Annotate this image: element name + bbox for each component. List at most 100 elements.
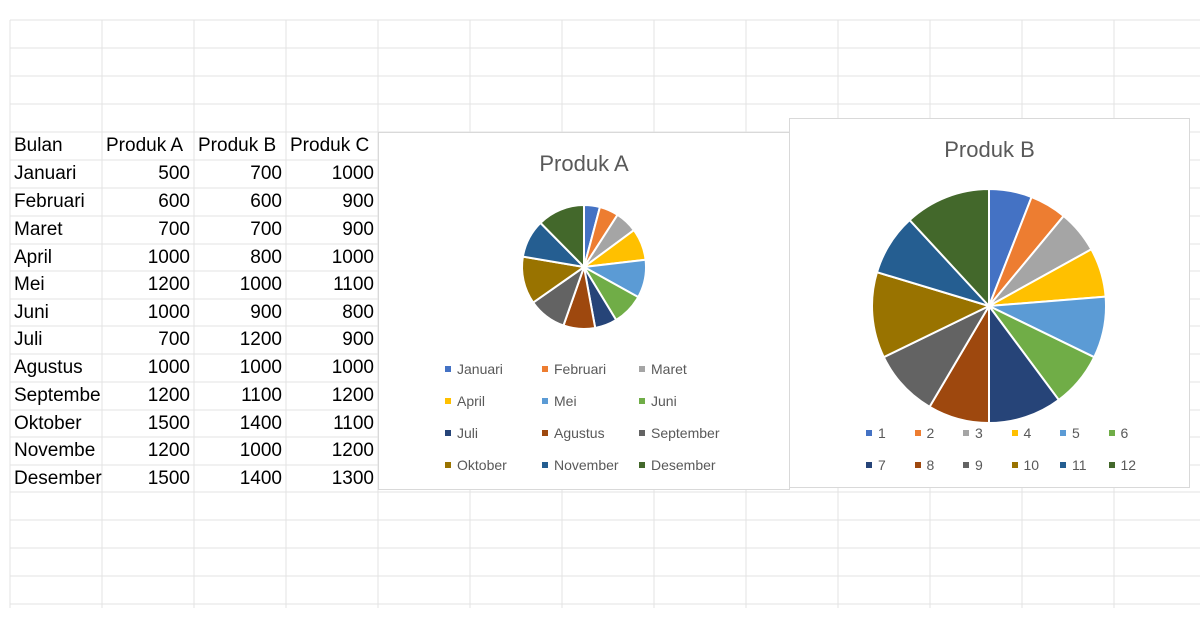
month-cell[interactable]: Januari	[14, 163, 77, 184]
value-cell[interactable]: 700	[250, 219, 282, 240]
legend-swatch	[866, 430, 872, 437]
legend-item[interactable]: Mei	[542, 393, 577, 409]
value-cell[interactable]: 1100	[241, 385, 282, 406]
legend-item[interactable]: 3	[963, 425, 983, 441]
legend-item[interactable]: September	[639, 425, 719, 441]
month-cell[interactable]: Maret	[14, 219, 63, 240]
month-cell[interactable]: Februari	[14, 191, 85, 212]
pie-chart	[871, 187, 1107, 425]
value-cell[interactable]: 1500	[147, 413, 190, 434]
value-cell[interactable]: 500	[158, 163, 190, 184]
value-cell[interactable]: 1400	[239, 413, 282, 434]
legend-item[interactable]: 9	[963, 457, 983, 473]
legend-item[interactable]: 12	[1108, 457, 1136, 473]
value-cell[interactable]: 1200	[147, 440, 190, 461]
value-cell[interactable]: 1400	[239, 468, 282, 489]
header-cell[interactable]: Produk B	[198, 135, 277, 156]
chart-produk-a[interactable]: Produk A Januari Februari Maret April Mei Jun…	[378, 132, 790, 490]
legend-item[interactable]: November	[542, 457, 619, 473]
header-cell[interactable]: Bulan	[14, 135, 63, 156]
value-cell[interactable]: 1200	[147, 274, 190, 295]
legend-item[interactable]: 5	[1060, 425, 1080, 441]
value-cell[interactable]: 1100	[333, 413, 374, 434]
month-cell[interactable]: Desember	[14, 468, 102, 489]
legend-item[interactable]: Februari	[542, 361, 606, 377]
legend-item[interactable]: Juli	[445, 425, 478, 441]
value-cell[interactable]: 1100	[333, 274, 374, 295]
value-cell[interactable]: 900	[250, 302, 282, 323]
month-cell[interactable]: Juli	[14, 329, 43, 350]
value-cell[interactable]: 700	[158, 329, 190, 350]
legend-item[interactable]: April	[445, 393, 485, 409]
legend-item[interactable]: 10	[1011, 457, 1039, 473]
legend-item[interactable]: Oktober	[445, 457, 507, 473]
month-cell[interactable]: Novembe	[14, 440, 96, 461]
value-cell[interactable]: 900	[342, 329, 374, 350]
value-cell[interactable]: 900	[342, 219, 374, 240]
header-cell[interactable]: Produk A	[106, 135, 184, 156]
value-cell[interactable]: 800	[250, 247, 282, 268]
chart-produk-b[interactable]: Produk B 1 2 3 4 5 6 7 8 9 10 11 12	[789, 118, 1190, 488]
value-cell[interactable]: 1200	[331, 385, 374, 406]
legend-item[interactable]: 11	[1060, 457, 1087, 473]
value-cell[interactable]: 1000	[147, 302, 190, 323]
legend-item[interactable]: 1	[866, 425, 886, 441]
legend-item[interactable]: Juni	[639, 393, 677, 409]
legend-item[interactable]: Agustus	[542, 425, 605, 441]
value-cell[interactable]: 1200	[239, 329, 282, 350]
value-cell[interactable]: 1500	[147, 468, 190, 489]
header-cell[interactable]: Produk C	[290, 135, 370, 156]
pie-slice[interactable]	[988, 302, 1061, 425]
month-cell[interactable]: Mei	[14, 274, 45, 295]
legend-label: 6	[1120, 425, 1129, 441]
value-cell[interactable]: 700	[158, 219, 190, 240]
value-cell[interactable]: 600	[250, 191, 282, 212]
value-cell[interactable]: 1200	[331, 440, 374, 461]
legend-label: Desember	[651, 457, 716, 473]
legend-label: September	[651, 425, 720, 441]
legend-swatch	[542, 430, 548, 437]
value-cell[interactable]: 900	[342, 191, 374, 212]
value-cell[interactable]: 1000	[239, 357, 282, 378]
month-cell[interactable]: Oktober	[14, 413, 82, 434]
value-cell[interactable]: 600	[158, 191, 190, 212]
value-cell[interactable]: 1200	[147, 385, 190, 406]
legend-swatch	[1060, 430, 1066, 437]
value-cell[interactable]: 1000	[147, 357, 190, 378]
value-cell[interactable]: 700	[250, 163, 282, 184]
legend-label: 8	[926, 457, 935, 473]
value-cell[interactable]: 1000	[239, 274, 282, 295]
legend-swatch	[445, 462, 451, 469]
legend-swatch	[445, 430, 451, 437]
legend-item[interactable]: Januari	[445, 361, 503, 377]
value-cell[interactable]: 800	[342, 302, 374, 323]
legend-item[interactable]: Maret	[639, 361, 687, 377]
value-cell[interactable]: 1000	[147, 247, 190, 268]
pie-slice[interactable]	[908, 187, 990, 309]
legend-swatch	[914, 430, 921, 437]
legend-swatch	[963, 462, 969, 469]
month-cell[interactable]: Septembe	[14, 385, 101, 406]
pie-slice[interactable]	[539, 203, 585, 270]
chart-title: Produk B	[944, 137, 1035, 162]
month-cell[interactable]: Agustus	[14, 357, 83, 378]
legend-label: 4	[1023, 425, 1032, 441]
legend-item[interactable]: 8	[914, 457, 935, 473]
pie-slice[interactable]	[871, 270, 992, 359]
legend-swatch	[1011, 430, 1018, 437]
value-cell[interactable]: 1000	[331, 357, 374, 378]
value-cell[interactable]: 1300	[331, 468, 374, 489]
legend-item[interactable]: 2	[914, 425, 934, 441]
value-cell[interactable]: 1000	[331, 163, 374, 184]
legend-swatch	[1108, 462, 1115, 469]
month-cell[interactable]: Juni	[14, 302, 49, 323]
month-cell[interactable]: April	[14, 247, 53, 268]
value-cell[interactable]: 1000	[239, 440, 282, 461]
pie-chart	[521, 203, 647, 330]
value-cell[interactable]: 1000	[331, 247, 374, 268]
legend-item[interactable]: Desember	[639, 457, 716, 473]
legend-item[interactable]: 7	[866, 457, 886, 473]
legend-swatch	[866, 462, 872, 469]
legend-item[interactable]: 4	[1011, 425, 1032, 441]
legend-item[interactable]: 6	[1108, 425, 1129, 441]
